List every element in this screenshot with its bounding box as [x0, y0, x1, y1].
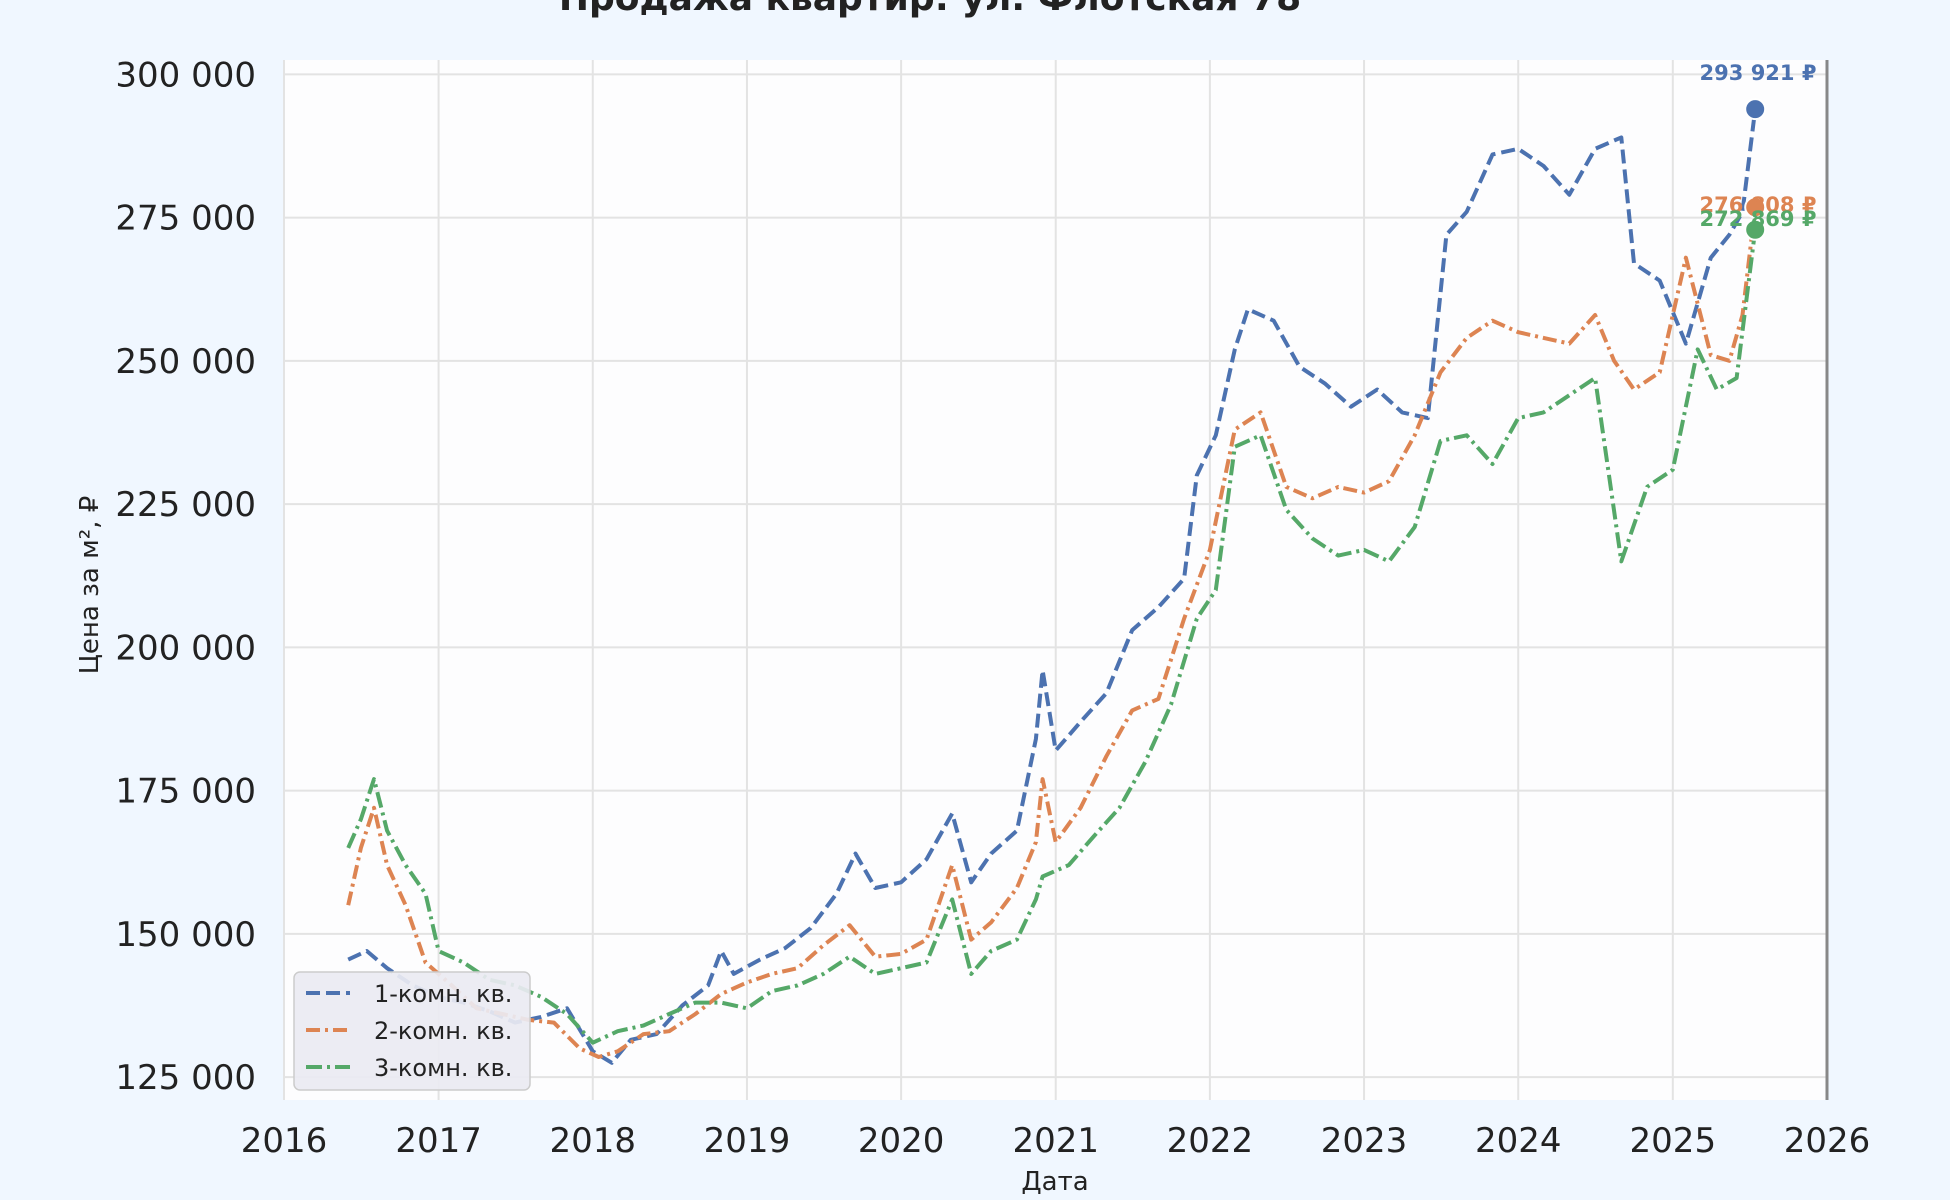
x-tick-label: 2021	[1012, 1121, 1099, 1161]
series-end-point	[1744, 218, 1767, 241]
y-tick-label: 200 000	[115, 628, 256, 668]
x-tick-label: 2025	[1630, 1121, 1717, 1161]
series-end-point	[1744, 98, 1767, 121]
x-tick-label: 2026	[1784, 1121, 1871, 1161]
legend-label: 2-комн. кв.	[374, 1017, 512, 1045]
series-end-label: 293 921 ₽	[1700, 61, 1817, 85]
chart-title: Продажа квартир: ул. Флотская 78	[559, 0, 1301, 19]
x-tick-label: 2024	[1475, 1121, 1562, 1161]
series-line	[346, 206, 1758, 1059]
y-tick-label: 250 000	[115, 342, 256, 382]
series-lines	[346, 108, 1758, 1065]
y-tick-label: 225 000	[115, 485, 256, 525]
legend: 1-комн. кв. 2-комн. кв. 3-комн. кв.	[293, 971, 531, 1091]
x-tick-label: 2017	[395, 1121, 482, 1161]
series-line	[346, 229, 1758, 1045]
y-tick-label: 150 000	[115, 915, 256, 955]
y-tick-label: 300 000	[115, 55, 256, 95]
y-tick-label: 175 000	[115, 772, 256, 812]
x-tick-label: 2022	[1167, 1121, 1254, 1161]
legend-label: 1-комн. кв.	[374, 980, 512, 1008]
x-tick-label: 2018	[550, 1121, 637, 1161]
end-markers: 293 921 ₽ 276 808 ₽272 869 ₽	[1700, 61, 1817, 241]
x-axis-label: Дата	[1021, 1167, 1088, 1197]
x-tick-label: 2016	[241, 1121, 328, 1161]
series-end-label: 272 869 ₽	[1700, 207, 1817, 231]
y-axis-ticks: 125 000 150 000 175 000 200 000 225 000 250 0…	[115, 55, 256, 1098]
x-axis-ticks: 2016 2017 2018 2019 2020 2021 2022 2023 2024 2025…	[241, 1121, 1871, 1161]
y-tick-label: 275 000	[115, 199, 256, 239]
legend-label: 3-комн. кв.	[374, 1054, 512, 1082]
y-tick-label: 125 000	[115, 1058, 256, 1098]
series-end-point	[1744, 196, 1767, 219]
x-tick-label: 2020	[858, 1121, 945, 1161]
x-tick-label: 2019	[704, 1121, 791, 1161]
series-end-label: 276 808 ₽	[1700, 193, 1817, 217]
legend-box	[293, 971, 531, 1091]
y-axis-label: Цена за м², ₽	[75, 496, 105, 675]
x-tick-label: 2023	[1321, 1121, 1408, 1161]
